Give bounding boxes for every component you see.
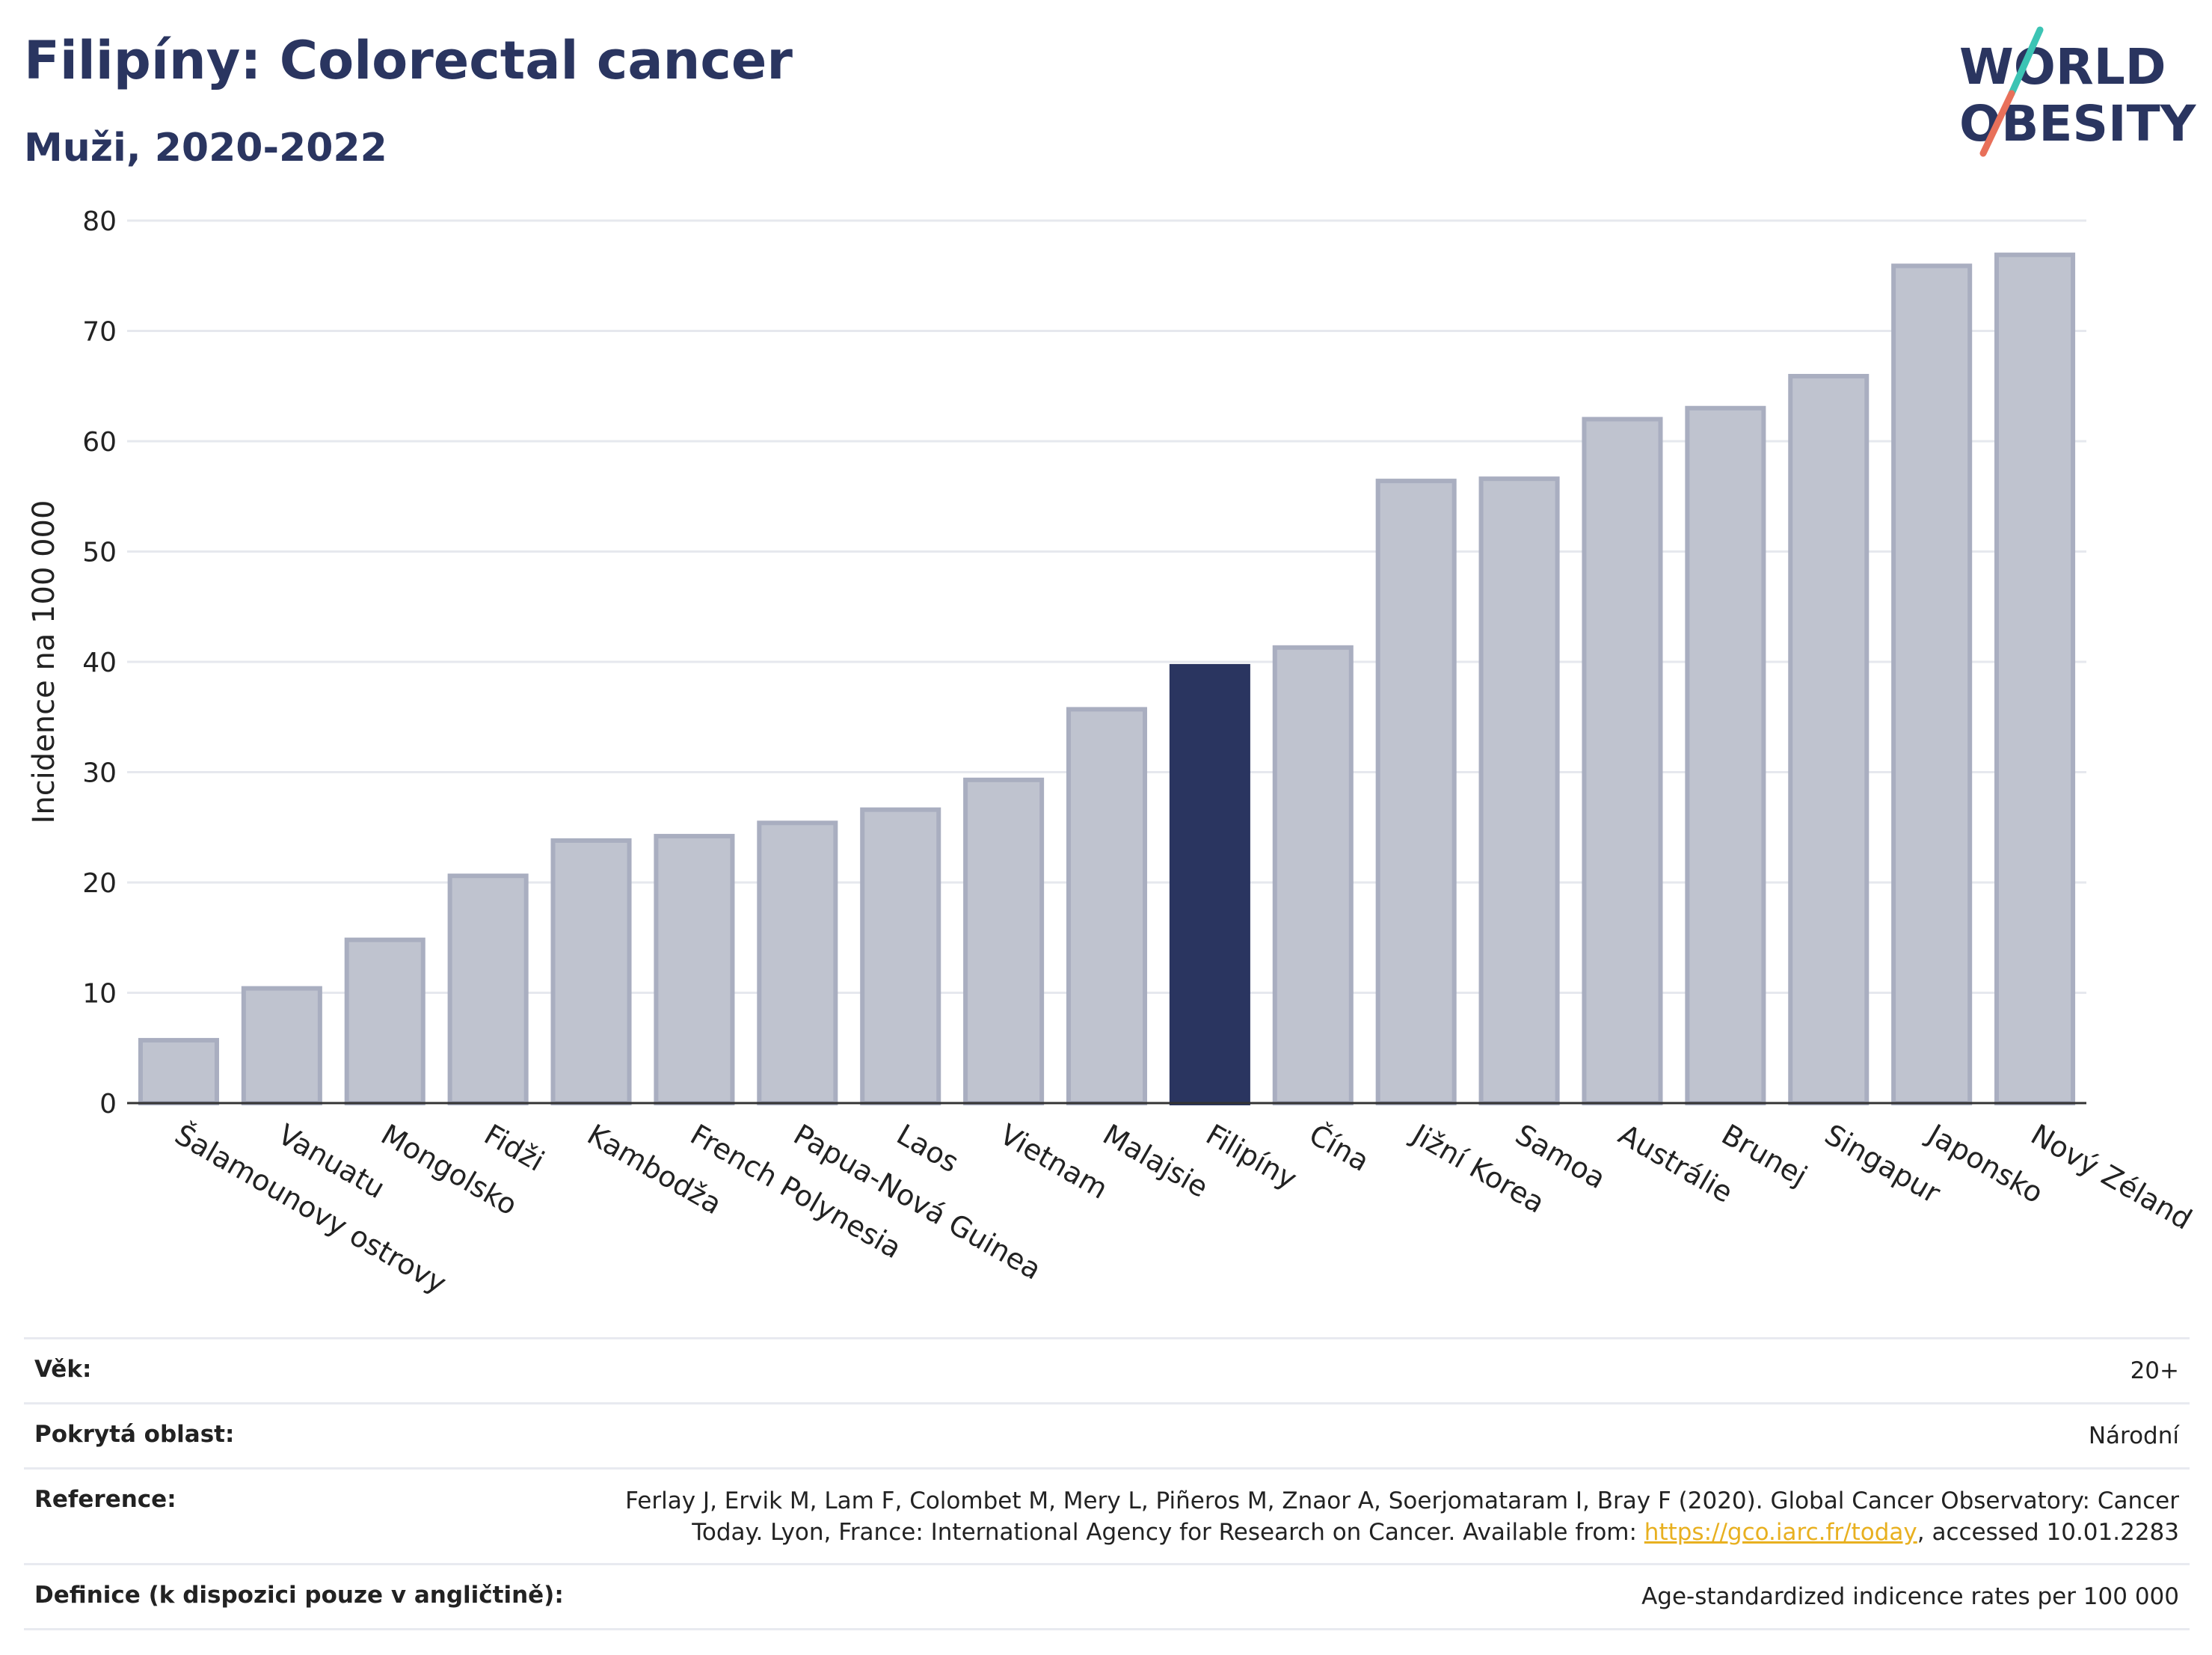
world-obesity-logo: WORLD OBESITY <box>1959 26 2197 157</box>
bar-Samoa <box>1478 476 1560 1105</box>
info-value: 20+ <box>2130 1357 2179 1384</box>
info-table: Věk: 20+ Pokrytá oblast: Národní Referen… <box>24 1337 2190 1631</box>
x-tick-label: Nový Zéland <box>2026 1118 2198 1236</box>
x-tick-label: Laos <box>891 1118 965 1179</box>
chart-title: Filipíny: Colorectal cancer <box>24 30 793 91</box>
y-tick-label: 20 <box>82 868 117 899</box>
info-value: Národní <box>2088 1422 2179 1449</box>
info-label: Věk: <box>34 1356 92 1383</box>
bar-Nový Zéland <box>1994 252 2076 1106</box>
y-tick-label: 0 <box>99 1089 117 1120</box>
bar-Malajsie <box>1066 707 1148 1105</box>
bar-Vietnam <box>963 777 1045 1105</box>
info-value: Ferlay J, Ervik M, Lam F, Colombet M, Me… <box>571 1486 2179 1549</box>
x-tick-label: Čína <box>1303 1118 1374 1178</box>
x-tick-label: Japonsko <box>1921 1117 2049 1210</box>
reference-accessed: , accessed 10.01.2283 <box>1917 1518 2179 1546</box>
reference-link[interactable]: https://gco.iarc.fr/today <box>1644 1518 1917 1546</box>
bar-Singapur <box>1788 373 1870 1106</box>
info-label: Pokrytá oblast: <box>34 1420 235 1448</box>
y-tick-label: 40 <box>82 648 117 678</box>
bar-Papua-Nová Guinea <box>757 820 838 1105</box>
y-tick-label: 10 <box>82 979 117 1010</box>
bar-chart: 0 10 20 30 40 50 60 70 80 Šalamounovy ostrovyVan… <box>27 206 2198 1301</box>
logo-slash-bottom <box>1979 90 2015 157</box>
bar-Filipíny <box>1169 663 1250 1105</box>
bar-Kambodža <box>550 838 632 1105</box>
bar-Šalamounovy ostrovy <box>138 1037 219 1106</box>
y-tick-label: 70 <box>82 317 117 348</box>
x-axis-labels: Šalamounovy ostrovyVanuatuMongolskoFidži… <box>169 1117 2197 1301</box>
x-tick-label: Singapur <box>1819 1118 1947 1210</box>
bar-Vanuatu <box>241 986 322 1105</box>
info-value: Age-standardized indicence rates per 100… <box>1641 1583 2179 1611</box>
bar-French Polynesia <box>654 834 735 1106</box>
reference-text: Ferlay J, Ervik M, Lam F, Colombet M, Me… <box>625 1487 2179 1546</box>
info-row-definition: Definice (k dispozici pouze v angličtině… <box>24 1563 2190 1631</box>
y-tick-label: 60 <box>82 427 117 458</box>
logo-line-1: WORLD <box>1959 38 2166 96</box>
info-row-age: Věk: 20+ <box>24 1337 2190 1402</box>
bar-Japonsko <box>1891 263 1973 1106</box>
info-row-reference: Reference: Ferlay J, Ervik M, Lam F, Col… <box>24 1467 2190 1564</box>
y-tick-label: 50 <box>82 538 117 568</box>
bar-Čína <box>1272 645 1354 1105</box>
x-tick-label: Filipíny <box>1200 1118 1302 1196</box>
x-tick-label: Austrálie <box>1613 1118 1739 1209</box>
info-row-coverage: Pokrytá oblast: Národní <box>24 1401 2190 1467</box>
y-axis-label: Incidence na 100 000 <box>27 500 61 824</box>
x-tick-label: Vietnam <box>995 1118 1113 1206</box>
bar-Austrálie <box>1582 417 1663 1105</box>
y-axis-ticks: 0 10 20 30 40 50 60 70 80 <box>82 206 117 1120</box>
logo-slash-top <box>2008 26 2044 97</box>
y-tick-label: 30 <box>82 758 117 789</box>
x-tick-label: Malajsie <box>1098 1118 1214 1204</box>
bar-Laos <box>860 807 941 1106</box>
info-label: Definice (k dispozici pouze v angličtině… <box>34 1582 564 1609</box>
x-tick-label: Fidži <box>479 1118 550 1178</box>
bar-Fidži <box>447 873 529 1106</box>
y-tick-label: 80 <box>82 206 117 237</box>
bar-Brunej <box>1685 405 1766 1105</box>
bars <box>138 252 2076 1106</box>
bar-Mongolsko <box>344 937 425 1105</box>
chart-subtitle: Muži, 2020-2022 <box>24 126 387 171</box>
bar-Jižní Korea <box>1375 479 1457 1105</box>
info-label: Reference: <box>34 1485 176 1513</box>
